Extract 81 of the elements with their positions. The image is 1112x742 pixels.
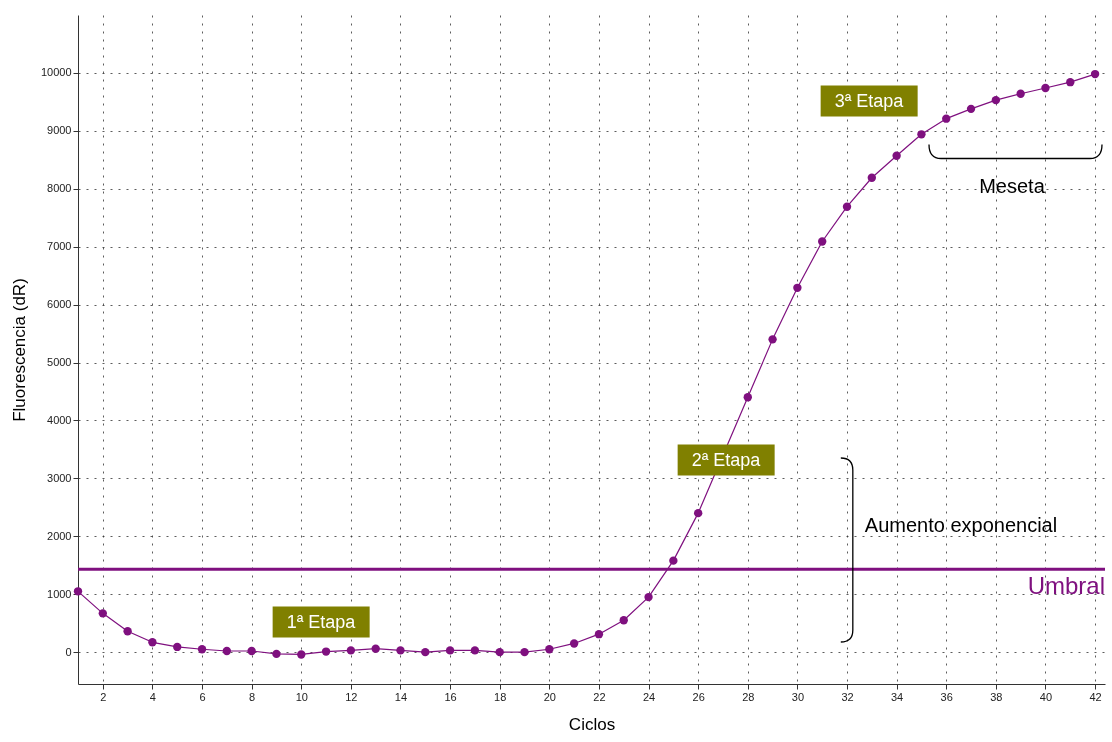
- point: [942, 114, 951, 123]
- x-tick-label: 10: [295, 690, 308, 703]
- point: [495, 647, 504, 657]
- point: [1041, 83, 1050, 93]
- point: [966, 104, 976, 114]
- y-tick-label: 1000: [47, 587, 72, 600]
- point: [371, 644, 380, 653]
- x-tick-label: 8: [249, 690, 256, 703]
- y-tick-label: 8000: [47, 182, 72, 195]
- annotation: 1ª Etapa: [272, 606, 370, 638]
- point: [470, 646, 480, 655]
- point: [396, 646, 405, 655]
- y-tick-label: 4000: [47, 413, 72, 426]
- x-tick-label: 18: [494, 690, 507, 703]
- point: [545, 645, 554, 654]
- annotation: 2ª Etapa: [677, 444, 775, 476]
- point: [272, 649, 281, 659]
- point: [73, 587, 83, 596]
- x-tick-label: 12: [345, 690, 358, 703]
- point: [569, 639, 579, 648]
- ref-line-label: Umbral: [1027, 572, 1105, 600]
- x-tick-label: 4: [149, 690, 156, 703]
- point: [148, 638, 157, 647]
- x-tick-label: 42: [1089, 690, 1102, 703]
- point: [793, 283, 802, 292]
- point: [768, 335, 777, 344]
- point: [421, 647, 430, 657]
- point: [892, 151, 901, 160]
- x-tick-label: 40: [1039, 690, 1053, 703]
- x-tick-label: 24: [642, 690, 656, 703]
- point: [346, 646, 356, 655]
- point: [917, 130, 926, 139]
- x-tick-label: 14: [394, 690, 408, 703]
- point: [520, 647, 529, 657]
- x-tick-label: 34: [891, 690, 904, 703]
- point: [297, 650, 306, 659]
- point: [619, 616, 628, 625]
- annotation: Aumento exponencial: [864, 513, 1058, 537]
- x-tick-label: 30: [791, 690, 805, 703]
- point: [991, 95, 1001, 105]
- point: [173, 642, 182, 652]
- y-tick-label: 7000: [47, 240, 72, 253]
- x-axis-title: Ciclos: [568, 714, 616, 734]
- y-tick-label: 0: [65, 645, 72, 658]
- annotation: 3ª Etapa: [820, 85, 918, 117]
- x-tick-label: 32: [841, 690, 854, 703]
- x-tick-label: 22: [593, 690, 606, 703]
- point: [321, 647, 331, 656]
- point: [842, 202, 852, 211]
- x-tick-label: 36: [940, 690, 953, 703]
- point: [123, 627, 132, 636]
- x-tick-label: 28: [742, 690, 755, 703]
- point: [1090, 69, 1100, 79]
- y-tick-label: 2000: [47, 529, 72, 542]
- point: [867, 173, 876, 182]
- point: [594, 630, 604, 639]
- y-tick-label: 3000: [47, 471, 72, 484]
- x-tick-label: 2: [100, 690, 107, 703]
- point: [818, 237, 827, 246]
- point: [743, 393, 752, 402]
- point: [197, 645, 207, 654]
- point: [693, 508, 703, 518]
- point: [644, 592, 653, 602]
- x-tick-label: 16: [444, 690, 457, 703]
- point: [669, 556, 678, 565]
- point: [1066, 78, 1075, 87]
- y-tick-label: 9000: [47, 124, 72, 137]
- point: [1016, 89, 1025, 98]
- x-tick-label: 26: [692, 690, 705, 703]
- point: [222, 646, 232, 656]
- y-tick-label: 10000: [40, 66, 72, 79]
- point: [98, 609, 107, 618]
- point: [445, 646, 455, 655]
- x-tick-label: 20: [543, 690, 556, 703]
- point: [247, 646, 256, 656]
- x-tick-label: 6: [199, 690, 206, 703]
- y-tick-label: 5000: [47, 356, 72, 369]
- y-tick-label: 6000: [47, 298, 72, 311]
- y-axis-title: Fluorescencia (dR): [9, 278, 29, 422]
- x-tick-label: 38: [990, 690, 1003, 703]
- annotation: Meseta: [979, 174, 1045, 198]
